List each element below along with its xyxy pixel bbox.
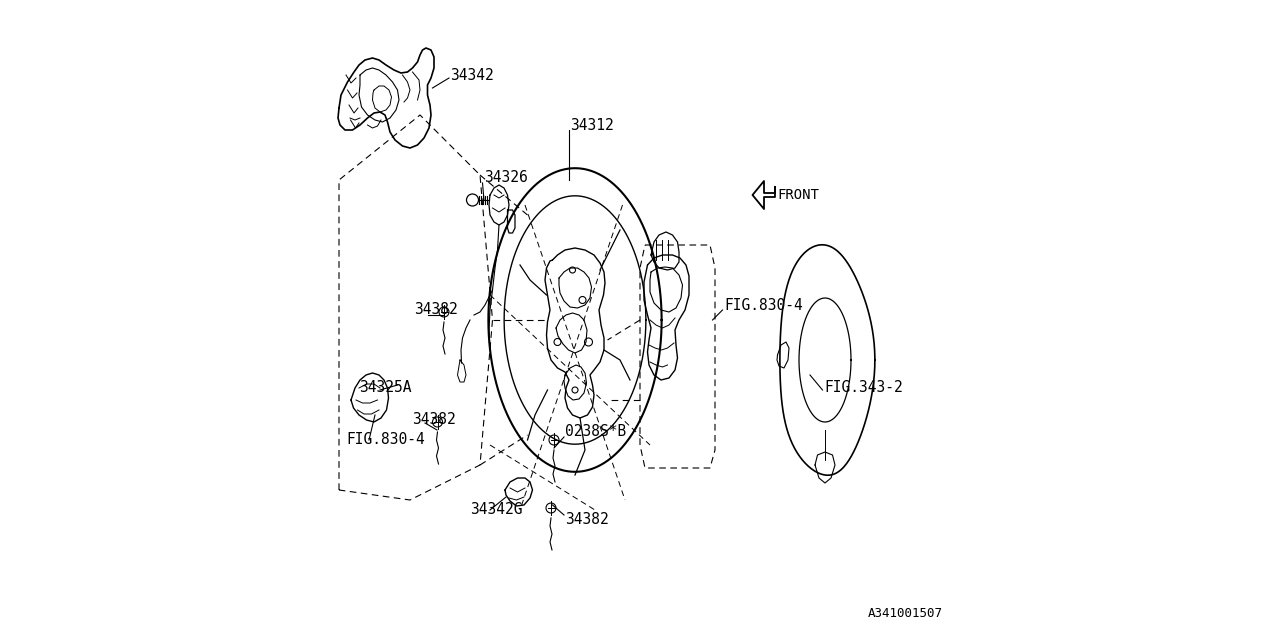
- Text: FIG.830-4: FIG.830-4: [724, 298, 803, 312]
- Text: 34312: 34312: [570, 118, 613, 132]
- Text: FRONT: FRONT: [777, 188, 819, 202]
- Text: 34382: 34382: [413, 303, 458, 317]
- Text: 34382: 34382: [564, 513, 609, 527]
- Text: 34325A: 34325A: [358, 381, 411, 396]
- Text: 0238S*B: 0238S*B: [564, 424, 626, 440]
- Text: A341001507: A341001507: [868, 607, 942, 620]
- Text: 34326: 34326: [484, 170, 527, 186]
- Text: 34382: 34382: [412, 413, 456, 428]
- Text: 34342: 34342: [451, 67, 494, 83]
- Text: FIG.830-4: FIG.830-4: [346, 433, 425, 447]
- Text: 34342G: 34342G: [470, 502, 522, 518]
- Text: FIG.343-2: FIG.343-2: [824, 381, 902, 396]
